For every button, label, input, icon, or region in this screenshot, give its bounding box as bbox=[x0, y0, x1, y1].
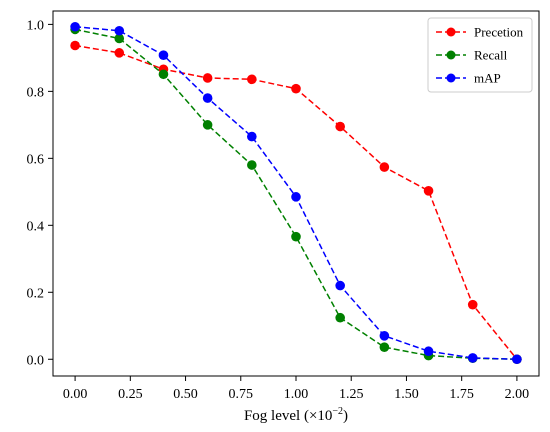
series-line-recall bbox=[74, 28, 517, 361]
y-tick-label: 0.2 bbox=[27, 286, 45, 301]
data-point-map bbox=[202, 93, 213, 103]
data-point-map bbox=[335, 280, 345, 291]
x-axis-label-exponent: −2 bbox=[332, 406, 343, 417]
data-point-precetion bbox=[70, 40, 80, 51]
legend-label: mAP bbox=[474, 71, 501, 86]
x-axis-label-main: Fog level (×10 bbox=[244, 408, 332, 424]
data-point-map bbox=[379, 331, 390, 341]
legend-label: Recall bbox=[474, 48, 508, 63]
x-tick-label: 0.75 bbox=[229, 387, 254, 402]
data-point-precetion bbox=[202, 73, 213, 83]
x-tick-label: 0.25 bbox=[118, 387, 143, 402]
x-axis: 0.00 0.25 0.50 0.75 1.00 1.25 1.50 1.75 2.00 bbox=[63, 376, 529, 402]
legend-item: Recall bbox=[436, 48, 508, 63]
data-point-map bbox=[247, 131, 257, 142]
legend-label: Precetion bbox=[474, 25, 524, 40]
x-tick-label: 0.00 bbox=[63, 387, 88, 402]
y-axis: 0.0 0.2 0.4 0.6 0.8 1.0 bbox=[27, 18, 53, 368]
legend-box bbox=[427, 17, 533, 93]
x-tick-label: 1.50 bbox=[394, 387, 419, 402]
data-point-map bbox=[158, 50, 169, 61]
x-tick-label: 0.50 bbox=[173, 387, 198, 402]
data-point-precetion bbox=[379, 162, 390, 172]
data-point-map bbox=[512, 354, 522, 365]
data-point-recall bbox=[114, 33, 125, 44]
data-point-recall bbox=[379, 342, 390, 353]
data-point-map bbox=[423, 346, 434, 357]
data-point-map bbox=[114, 25, 125, 36]
data-point-map bbox=[467, 353, 478, 363]
data-point-recall bbox=[291, 231, 301, 242]
series-map bbox=[70, 21, 522, 365]
y-tick-label: 0.8 bbox=[27, 85, 45, 100]
data-point-precetion bbox=[335, 121, 345, 132]
data-point-precetion bbox=[114, 48, 125, 58]
x-tick-label: 1.00 bbox=[284, 387, 309, 402]
legend-item: Precetion bbox=[436, 25, 524, 40]
data-point-recall bbox=[335, 312, 345, 323]
y-tick-label: 0.4 bbox=[27, 219, 45, 234]
data-point-map bbox=[291, 192, 301, 202]
x-axis-label: Fog level (×10−2) bbox=[244, 406, 348, 424]
data-point-precetion bbox=[247, 74, 257, 85]
data-point-precetion bbox=[291, 83, 301, 94]
data-point-recall bbox=[202, 120, 213, 130]
x-axis-label-close: ) bbox=[343, 408, 348, 424]
legend: Precetion Recall mAP bbox=[427, 17, 533, 93]
x-tick-label: 1.75 bbox=[449, 387, 474, 402]
legend-marker bbox=[446, 27, 456, 37]
legend-marker bbox=[446, 50, 456, 60]
legend-marker bbox=[446, 73, 456, 83]
y-tick-label: 1.0 bbox=[27, 18, 45, 33]
data-point-precetion bbox=[423, 186, 434, 196]
data-point-recall bbox=[158, 69, 169, 80]
data-point-recall bbox=[247, 160, 257, 170]
data-point-precetion bbox=[467, 299, 478, 310]
data-point-map bbox=[70, 21, 80, 32]
y-tick-label: 0.6 bbox=[27, 152, 45, 167]
y-tick-label: 0.0 bbox=[27, 353, 45, 368]
x-tick-label: 1.25 bbox=[339, 387, 364, 402]
x-tick-label: 2.00 bbox=[505, 387, 530, 402]
legend-item: mAP bbox=[436, 71, 501, 86]
series-layer bbox=[70, 21, 522, 365]
